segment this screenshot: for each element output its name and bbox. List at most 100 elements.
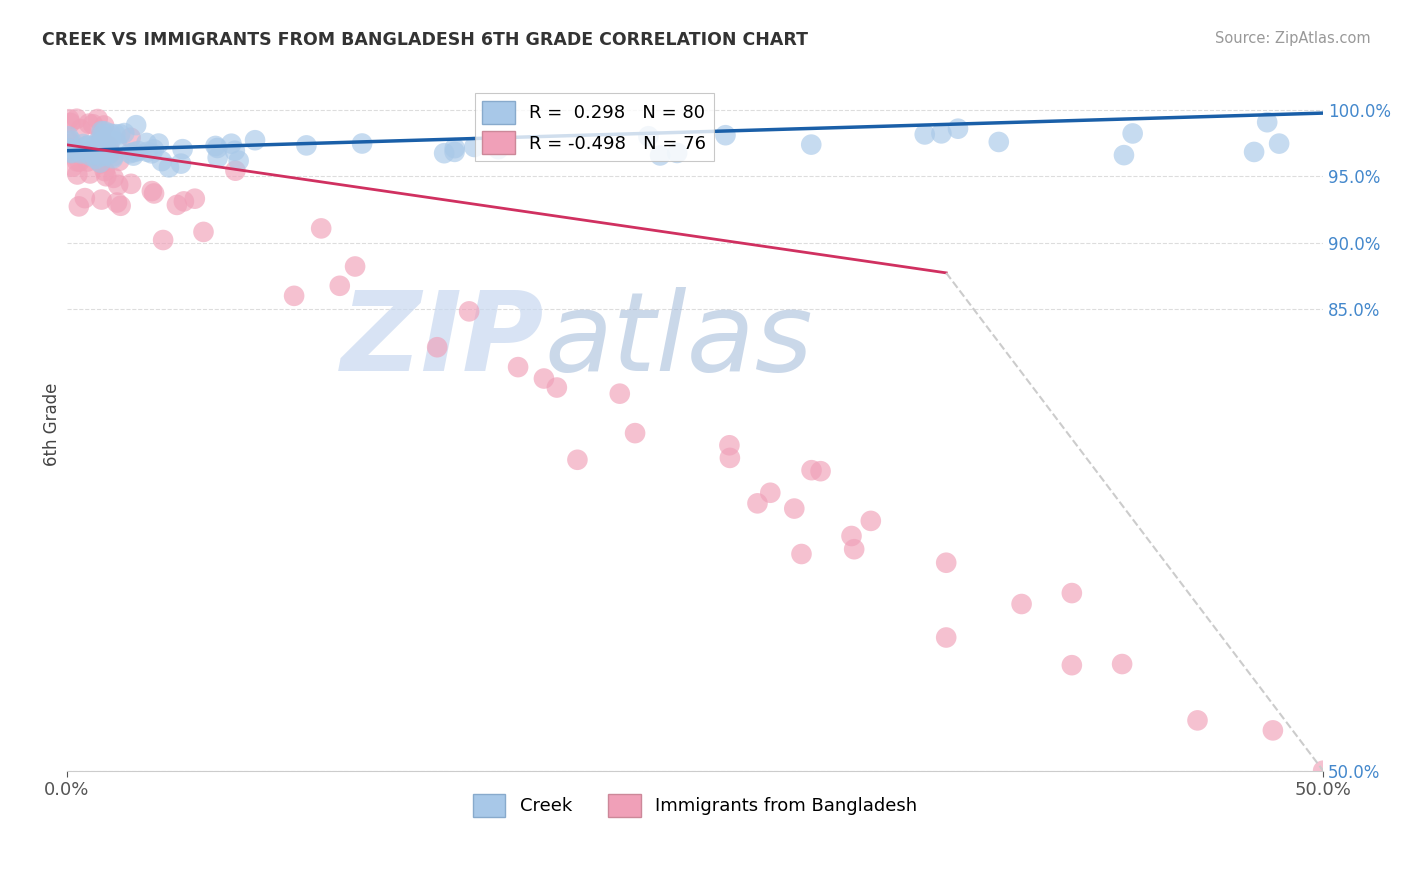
- Point: [79, 149, 101, 163]
- Point: [91, 127, 114, 141]
- Point: [94, 164, 117, 178]
- Point: [637, 129, 659, 144]
- Point: [84, 152, 107, 166]
- Point: [69, 122, 91, 136]
- Point: [718, 450, 741, 465]
- Point: [90, 135, 112, 149]
- Point: [800, 463, 823, 477]
- Point: [90, 124, 112, 138]
- Point: [66, 112, 89, 126]
- Point: [75, 139, 97, 153]
- Point: [83, 147, 105, 161]
- Point: [224, 163, 246, 178]
- Point: [98, 135, 121, 149]
- Point: [66, 154, 89, 169]
- Point: [59, 136, 82, 151]
- Point: [104, 127, 127, 141]
- Point: [243, 133, 266, 147]
- Point: [141, 146, 163, 161]
- Point: [221, 136, 243, 151]
- Point: [84, 139, 107, 153]
- Point: [79, 144, 101, 158]
- Point: [101, 151, 124, 165]
- Point: [506, 360, 529, 375]
- Point: [120, 177, 142, 191]
- Point: [666, 145, 689, 160]
- Point: [90, 128, 112, 143]
- Point: [107, 178, 129, 192]
- Point: [59, 134, 82, 148]
- Point: [759, 485, 782, 500]
- Point: [60, 145, 83, 160]
- Point: [443, 141, 465, 155]
- Point: [810, 464, 832, 478]
- Point: [67, 199, 90, 213]
- Point: [90, 149, 112, 163]
- Point: [1122, 127, 1144, 141]
- Point: [533, 371, 555, 385]
- Point: [567, 452, 589, 467]
- Point: [67, 143, 90, 157]
- Point: [344, 260, 367, 274]
- Point: [800, 137, 823, 152]
- Point: [718, 438, 741, 452]
- Point: [110, 199, 132, 213]
- Point: [224, 144, 246, 158]
- Point: [946, 121, 969, 136]
- Point: [1312, 764, 1334, 778]
- Point: [59, 116, 82, 130]
- Point: [77, 117, 100, 131]
- Point: [58, 133, 80, 147]
- Point: [58, 112, 80, 127]
- Point: [82, 117, 104, 131]
- Point: [79, 166, 101, 180]
- Point: [96, 142, 118, 156]
- Point: [184, 192, 207, 206]
- Point: [63, 141, 86, 155]
- Point: [86, 136, 108, 150]
- Point: [122, 145, 145, 160]
- Point: [136, 145, 159, 159]
- Point: [1243, 145, 1265, 159]
- Point: [97, 139, 120, 153]
- Point: [443, 145, 465, 159]
- Point: [73, 191, 96, 205]
- Point: [125, 118, 148, 132]
- Point: [1060, 586, 1083, 600]
- Point: [142, 142, 165, 156]
- Point: [624, 426, 647, 441]
- Text: Source: ZipAtlas.com: Source: ZipAtlas.com: [1215, 31, 1371, 46]
- Text: CREEK VS IMMIGRANTS FROM BANGLADESH 6TH GRADE CORRELATION CHART: CREEK VS IMMIGRANTS FROM BANGLADESH 6TH …: [42, 31, 808, 49]
- Point: [1187, 714, 1209, 728]
- Text: atlas: atlas: [544, 287, 813, 394]
- Point: [931, 127, 953, 141]
- Legend: Creek, Immigrants from Bangladesh: Creek, Immigrants from Bangladesh: [465, 787, 924, 824]
- Point: [60, 146, 83, 161]
- Point: [463, 140, 485, 154]
- Point: [987, 135, 1010, 149]
- Point: [135, 136, 157, 150]
- Point: [914, 128, 936, 142]
- Point: [65, 144, 87, 158]
- Point: [89, 136, 111, 150]
- Point: [207, 151, 229, 165]
- Point: [841, 529, 863, 543]
- Point: [1011, 597, 1033, 611]
- Y-axis label: 6th Grade: 6th Grade: [44, 383, 60, 466]
- Point: [172, 142, 194, 156]
- Point: [1256, 115, 1278, 129]
- Point: [108, 153, 131, 168]
- Point: [66, 168, 89, 182]
- Point: [103, 149, 125, 163]
- Point: [108, 127, 131, 141]
- Point: [148, 136, 170, 151]
- Point: [1111, 657, 1133, 671]
- Text: ZIP: ZIP: [340, 287, 544, 394]
- Point: [1112, 148, 1135, 162]
- Point: [1268, 136, 1291, 151]
- Point: [844, 542, 866, 557]
- Point: [166, 198, 188, 212]
- Point: [173, 194, 195, 209]
- Point: [204, 139, 226, 153]
- Point: [714, 128, 737, 143]
